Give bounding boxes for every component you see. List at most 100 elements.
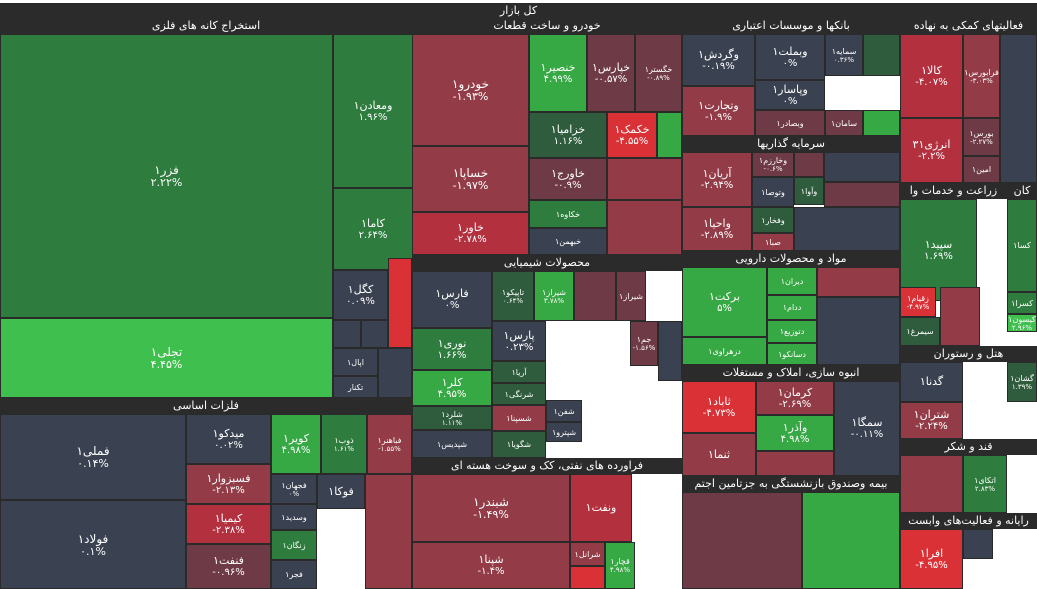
stock-tile[interactable]: شلرد۱ ۱.۱۱% — [412, 406, 492, 430]
stock-tile[interactable]: کرمان۱ -۲.۶۹% — [756, 381, 834, 415]
stock-tile[interactable]: خاور۱ -۲.۷۸% — [412, 212, 529, 255]
stock-tile[interactable]: ونفت۱ — [570, 474, 632, 542]
stock-tile[interactable]: تجلی۱ ۴.۴۵% — [0, 318, 333, 398]
sector-header[interactable]: فعالیتهای کمکی به نهاده — [900, 18, 1037, 34]
sector-header[interactable]: محصولات شیمیایی — [412, 255, 682, 271]
stock-tile[interactable]: فوکا۱ — [317, 474, 365, 509]
sector-header[interactable]: استخراج کانه های فلزی — [0, 18, 412, 34]
stock-tile[interactable]: اتکای۱ ۲.۸۳% — [963, 455, 1007, 513]
sector-header[interactable]: قند و شکر — [900, 439, 1037, 455]
stock-tile[interactable] — [333, 320, 361, 348]
stock-tile[interactable]: جم۱ -۱.۵۶% — [630, 321, 658, 366]
stock-tile[interactable]: دزهراوی۱ — [682, 337, 767, 365]
stock-tile[interactable]: ثاباد۱ -۴.۷۳% — [682, 381, 756, 433]
stock-tile[interactable]: صبا۱ — [752, 233, 794, 251]
stock-tile[interactable]: کیمیا۱ -۲.۳۸% — [186, 504, 271, 544]
stock-tile[interactable]: شتران۱ -۲.۲۴% — [900, 402, 963, 439]
stock-tile[interactable]: گشان۱ ۱.۳۹% — [1007, 362, 1037, 402]
stock-tile[interactable] — [365, 474, 412, 589]
sector-header[interactable]: خودرو و ساخت قطعات — [412, 18, 682, 34]
stock-tile[interactable]: بورس۱ -۲.۲۷% — [963, 118, 1000, 156]
stock-tile[interactable]: خپارس۱ -۰.۵۷% — [587, 34, 635, 112]
stock-tile[interactable]: وبملت۱ ۰% — [755, 34, 825, 80]
stock-tile[interactable]: وخارزم۱ -۰.۶% — [752, 152, 794, 177]
stock-tile[interactable]: انرژی۳۱ -۲.۲% — [900, 118, 963, 183]
stock-tile[interactable] — [658, 321, 682, 381]
stock-tile[interactable] — [570, 566, 605, 589]
stock-tile[interactable]: گدنا۱ — [900, 362, 963, 402]
stock-tile[interactable] — [817, 267, 900, 297]
sector-header[interactable]: کان — [1007, 183, 1037, 199]
stock-tile[interactable]: آریا۱ — [492, 361, 546, 383]
stock-tile[interactable]: وسدید۱ — [271, 504, 317, 530]
stock-tile[interactable]: شرانل۱ — [570, 542, 605, 566]
stock-tile[interactable]: شپدیس۱ — [412, 430, 492, 458]
stock-tile[interactable] — [361, 320, 388, 348]
stock-tile[interactable]: فسبزوار۱ -۲.۱۳% — [186, 464, 271, 504]
stock-tile[interactable]: کسا۱ — [1007, 199, 1037, 292]
stock-tile[interactable]: اپال۱ — [333, 348, 378, 376]
sector-header[interactable]: هتل و رستوران — [900, 346, 1037, 362]
stock-tile[interactable] — [940, 287, 980, 346]
stock-tile[interactable]: میدکو۱ ۰.۰۲% — [186, 414, 271, 464]
stock-tile[interactable]: وفخار۱ — [752, 207, 794, 233]
stock-tile[interactable]: فنفت۱ -۰.۹۶% — [186, 544, 271, 589]
stock-tile[interactable]: وآذر۱ ۴.۹۸% — [756, 415, 834, 451]
stock-tile[interactable]: زنگان۱ — [271, 530, 317, 560]
stock-tile[interactable]: تاپیکو۱ ۰.۶۴% — [492, 271, 534, 321]
stock-tile[interactable] — [388, 258, 412, 348]
stock-tile[interactable] — [963, 529, 993, 559]
stock-tile[interactable]: تکنار — [333, 376, 378, 398]
stock-tile[interactable]: برکت۱ ۵% — [682, 267, 767, 337]
stock-tile[interactable]: خبهمن۱ — [529, 228, 607, 255]
stock-tile[interactable] — [863, 110, 900, 136]
stock-tile[interactable]: کسرا۱ — [1007, 292, 1037, 314]
stock-tile[interactable]: امین۱ — [963, 156, 1000, 183]
stock-tile[interactable]: ددام۱ — [767, 295, 817, 320]
stock-tile[interactable]: خکمک۱ -۴.۵۵% — [607, 112, 657, 158]
stock-tile[interactable]: شبندر۱ -۱.۴۹% — [412, 474, 570, 542]
stock-tile[interactable]: شیراز۱ — [616, 271, 646, 321]
stock-tile[interactable] — [802, 492, 900, 589]
stock-tile[interactable]: خودرو۱ -۱.۹۳% — [412, 34, 529, 146]
sector-header[interactable]: بانکها و موسسات اعتباری — [682, 18, 900, 34]
stock-tile[interactable]: کویر۱ ۴.۹۸% — [271, 414, 321, 474]
stock-tile[interactable] — [574, 271, 616, 321]
stock-tile[interactable]: شسپنا۱ — [492, 405, 546, 431]
stock-tile[interactable]: وگردش۱ -۰.۱۹% — [682, 34, 755, 86]
stock-tile[interactable]: فارس۱ ۰% — [412, 271, 492, 328]
stock-tile[interactable]: پارس۱ ۰.۲۳% — [492, 321, 546, 361]
stock-tile[interactable]: وتجارت۱ -۱.۹% — [682, 86, 755, 136]
stock-tile[interactable]: فرابورس۱ -۳.۰۳% — [963, 34, 1000, 118]
sector-header[interactable]: رایانه و فعالیت‌های وابست — [900, 513, 1037, 529]
stock-tile[interactable]: سیمرغ۱ — [900, 317, 940, 346]
sector-header[interactable]: فلزات اساسی — [0, 398, 412, 414]
stock-tile[interactable]: شپنا۱ -۱.۴% — [412, 542, 570, 589]
stock-tile[interactable]: سامان۱ — [825, 110, 863, 136]
stock-tile[interactable] — [756, 451, 834, 476]
stock-tile[interactable] — [682, 492, 802, 589]
stock-tile[interactable]: خاورج۱ -۰.۹% — [529, 158, 607, 200]
sector-header[interactable]: فراورده های نفتی، کک و سوخت هسته ای — [412, 458, 682, 474]
sector-header[interactable]: مواد و محصولات دارویی — [682, 251, 900, 267]
stock-tile[interactable]: ومعادن۱ ۱.۹۶% — [333, 34, 413, 188]
stock-tile[interactable]: خکاوه۱ — [529, 200, 607, 228]
stock-tile[interactable]: شیراز۱ ۳.۷۸% — [534, 271, 574, 321]
stock-tile[interactable]: دیران۱ — [767, 267, 817, 295]
stock-tile[interactable]: خزامیا۱ ۱.۱۶% — [529, 112, 607, 158]
stock-tile[interactable]: دتوزیع۱ — [767, 320, 817, 343]
stock-tile[interactable]: وپاسار۱ ۰% — [755, 80, 825, 110]
stock-tile[interactable] — [794, 152, 824, 177]
stock-tile[interactable] — [817, 297, 900, 365]
stock-tile[interactable]: کگل۱ ۰.۰۹% — [333, 270, 388, 320]
sector-header[interactable]: سرمایه گذاریها — [682, 136, 900, 152]
stock-tile[interactable]: کلر۱ ۴.۹۵% — [412, 370, 492, 406]
stock-tile[interactable]: شگویا۱ — [492, 431, 546, 458]
stock-tile[interactable]: خنصیر۱ ۴.۹۹% — [529, 34, 587, 112]
stock-tile[interactable]: خگستر۱ -۰.۸۹% — [635, 34, 682, 112]
stock-tile[interactable]: نوری۱ ۱.۶۶% — [412, 328, 492, 370]
stock-tile[interactable]: کیسون۱ ۲.۹۶% — [1007, 314, 1037, 332]
stock-tile[interactable] — [1000, 34, 1037, 183]
stock-tile[interactable]: فجر۱ — [271, 560, 317, 589]
stock-tile[interactable]: فباهنر۱ -۱.۵۵% — [367, 414, 412, 474]
